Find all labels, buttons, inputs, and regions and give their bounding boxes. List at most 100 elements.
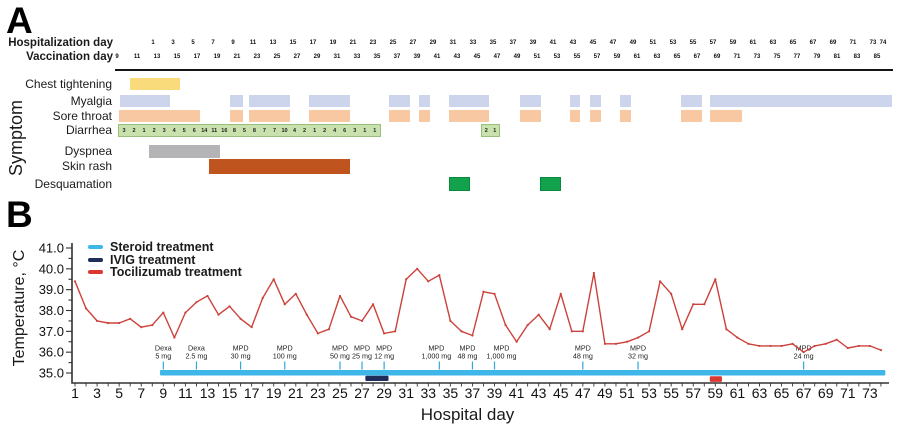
- temperature-point: [636, 336, 640, 339]
- temperature-point: [537, 313, 540, 316]
- temperature-point: [151, 323, 154, 327]
- hospitalization-day-number: 61: [749, 40, 757, 46]
- hospitalization-day-number: 57: [709, 40, 717, 46]
- diarrhea-daily-count: 5: [182, 127, 186, 134]
- y-tick-label: 40.0: [39, 261, 64, 276]
- vaccination-day-number: 59: [613, 54, 621, 60]
- dose-annotation-amount: 2.5 mg: [185, 352, 207, 361]
- diarrhea-daily-count: 1: [493, 127, 497, 134]
- legend-label: Tocilizumab treatment: [110, 265, 242, 279]
- dose-annotation-amount: 48 mg: [457, 352, 477, 361]
- dose-annotation-drug: MPD: [459, 344, 475, 353]
- vaccination-day-number: 9: [115, 54, 119, 60]
- hospital-day-axis-title: Hospital day: [420, 405, 515, 424]
- x-tick-label: 35: [443, 385, 459, 401]
- symptom-row-label: Myalgia: [70, 94, 112, 108]
- temperature-point: [349, 315, 353, 318]
- vaccination-day-number: 21: [233, 54, 241, 60]
- dose-annotation-amount: 48 mg: [573, 352, 593, 361]
- temperature-point: [769, 344, 772, 348]
- temperature-point: [802, 351, 805, 354]
- temperature-point: [780, 344, 783, 348]
- temperature-point: [327, 328, 331, 331]
- dose-annotation-amount: 32 mg: [628, 352, 648, 361]
- diarrhea-daily-count: 11: [211, 127, 218, 134]
- hospitalization-day-number: 23: [369, 40, 377, 46]
- hospitalization-day-number: 39: [529, 40, 537, 46]
- temperature-point: [659, 280, 662, 283]
- temperature-point: [846, 346, 849, 350]
- hospitalization-day-number: 49: [629, 40, 637, 46]
- symptom-bar: [590, 110, 601, 122]
- hospitalization-day-number: 3: [171, 40, 175, 46]
- x-tick-label: 55: [663, 385, 679, 401]
- temperature-point: [460, 330, 463, 333]
- symptom-bar: [309, 110, 350, 122]
- hospitalization-day-number: 29: [429, 40, 437, 46]
- vaccination-day-number: 27: [293, 54, 301, 60]
- vaccination-day-axis-label: Vaccination day: [26, 51, 113, 63]
- legend-label: Steroid treatment: [110, 240, 214, 254]
- x-tick-label: 63: [752, 385, 768, 401]
- x-tick-label: 17: [244, 385, 260, 401]
- vaccination-day-number: 71: [733, 54, 741, 60]
- temperature-point: [471, 334, 474, 337]
- vaccination-day-number: 57: [593, 54, 601, 60]
- vaccination-day-number: 75: [773, 54, 781, 60]
- x-tick-label: 45: [553, 385, 569, 401]
- temperature-point: [118, 321, 121, 325]
- x-tick-label: 27: [354, 385, 370, 401]
- symptom-bar: [149, 145, 220, 158]
- dose-annotation-drug: MPD: [575, 344, 591, 353]
- hospitalization-day-number: 1: [151, 40, 155, 46]
- symptom-row-label: Desquamation: [34, 177, 112, 191]
- x-tick-label: 49: [597, 385, 613, 401]
- hospitalization-day-number: 17: [309, 40, 317, 46]
- dose-annotation-amount: 50 mg: [330, 352, 350, 361]
- temperature-point: [692, 303, 695, 306]
- vaccination-day-number: 61: [633, 54, 641, 60]
- temperature-point: [570, 330, 573, 333]
- temperature-point: [239, 317, 242, 320]
- hospitalization-day-number: 15: [289, 40, 297, 46]
- x-tick-label: 65: [774, 385, 790, 401]
- hospitalization-day-number: 67: [809, 40, 817, 46]
- temperature-point: [217, 313, 220, 316]
- temperature-point: [670, 292, 673, 295]
- temperature-point: [140, 326, 143, 329]
- temperature-point: [162, 311, 165, 314]
- x-tick-label: 57: [685, 385, 701, 401]
- temperature-point: [228, 305, 231, 308]
- hospitalization-day-number: 11: [249, 40, 257, 46]
- hospitalization-day-number: 47: [609, 40, 617, 46]
- hospitalization-day-axis-label: Hospitalization day: [8, 37, 113, 49]
- x-tick-label: 9: [159, 385, 167, 401]
- temperature-point: [449, 319, 452, 323]
- x-tick-label: 47: [575, 385, 591, 401]
- symptom-bar: [249, 110, 290, 122]
- temperature-point: [338, 294, 342, 298]
- diarrhea-daily-count: 5: [242, 127, 246, 134]
- x-tick-label: 41: [509, 385, 525, 401]
- diarrhea-daily-count: 6: [343, 127, 347, 134]
- legend-item-steroid: Steroid treatment: [88, 240, 242, 254]
- hospitalization-day-number: 9: [231, 40, 235, 46]
- vaccination-day-number: 79: [813, 54, 821, 60]
- hospitalization-day-number: 7: [211, 40, 215, 46]
- symptom-bar: [520, 110, 541, 122]
- symptom-bar: [520, 95, 541, 107]
- diarrhea-daily-count: 2: [484, 127, 488, 134]
- temperature-point: [813, 344, 816, 348]
- vaccination-day-number: 11: [133, 54, 141, 60]
- x-tick-label: 67: [796, 385, 812, 401]
- symptom-bar: [419, 110, 430, 122]
- temperature-point: [725, 328, 728, 331]
- dose-annotation-drug: Dexa: [155, 344, 172, 353]
- x-tick-label: 5: [115, 385, 123, 401]
- hospitalization-day-number: 43: [569, 40, 577, 46]
- legend-item-ivig: IVIG treatment: [88, 253, 242, 267]
- temperature-point: [394, 330, 397, 333]
- x-tick-label: 3: [93, 385, 101, 401]
- vaccination-day-number: 35: [373, 54, 381, 60]
- symptom-bar: [120, 95, 170, 107]
